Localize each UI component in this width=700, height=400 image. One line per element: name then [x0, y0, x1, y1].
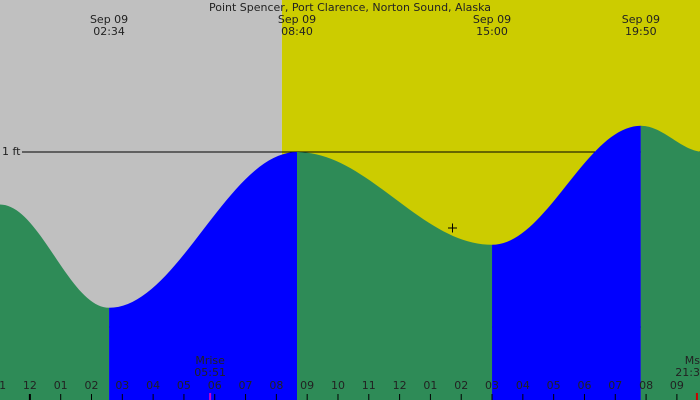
cursor-cross: [448, 223, 457, 233]
rising-tide: [109, 152, 298, 400]
x-tick-label: 01: [54, 379, 68, 392]
x-tick-label: 07: [239, 379, 253, 392]
moon-event: Ms: [685, 354, 700, 367]
y-tick-label: 1 ft: [2, 145, 21, 158]
extreme-date: Sep 09: [622, 13, 660, 26]
falling-tide: [640, 125, 700, 400]
x-tick-label: 01: [423, 379, 437, 392]
x-tick-label: 10: [331, 379, 345, 392]
extreme-date: Sep 09: [473, 13, 511, 26]
x-tick-label: 02: [85, 379, 99, 392]
x-tick-label: 04: [146, 379, 160, 392]
extreme-time: 02:34: [93, 25, 125, 38]
x-tick-label: 02: [454, 379, 468, 392]
x-tick-label: 09: [300, 379, 314, 392]
extreme-date: Sep 09: [278, 13, 316, 26]
moon-time: 05:51: [194, 366, 226, 379]
x-tick-label: 12: [393, 379, 407, 392]
extreme-date: Sep 09: [90, 13, 128, 26]
extreme-time: 08:40: [281, 25, 313, 38]
extreme-time: 15:00: [476, 25, 508, 38]
x-tick-label: 04: [516, 379, 530, 392]
falling-tide: [0, 204, 110, 400]
moon-time: 21:3: [675, 366, 700, 379]
x-tick-label: 05: [547, 379, 561, 392]
x-tick-label: 06: [208, 379, 222, 392]
x-tick-label: 11: [0, 379, 6, 392]
falling-tide: [297, 152, 493, 400]
x-tick-label: 07: [608, 379, 622, 392]
rising-tide: [492, 125, 641, 400]
x-tick-label: 12: [23, 379, 37, 392]
x-tick-label: 03: [115, 379, 129, 392]
x-tick-label: 11: [362, 379, 376, 392]
x-tick-label: 05: [177, 379, 191, 392]
x-tick-label: 08: [639, 379, 653, 392]
moon-event: Mrise: [195, 354, 225, 367]
x-tick-label: 06: [577, 379, 591, 392]
chart-title: Point Spencer, Port Clarence, Norton Sou…: [209, 1, 491, 14]
extreme-time: 19:50: [625, 25, 657, 38]
x-tick-label: 03: [485, 379, 499, 392]
x-tick-label: 08: [269, 379, 283, 392]
x-tick-label: 09: [670, 379, 684, 392]
